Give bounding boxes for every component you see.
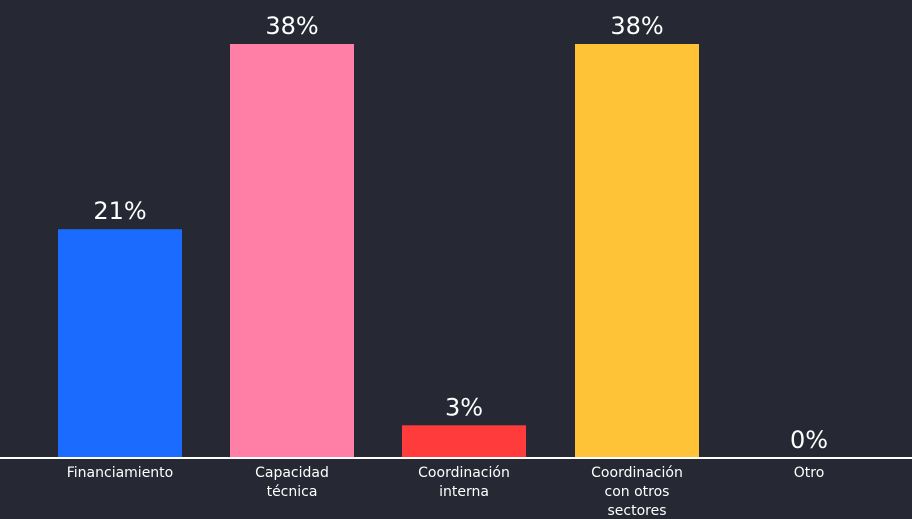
value-labels-group: 21% 38% 3% 38% 0% <box>93 12 828 454</box>
bar-coordinacion-interna <box>402 425 526 458</box>
x-tick-label-coordinacion-interna: Coordinación interna <box>418 465 510 500</box>
x-tick-label-capacidad-tecnica: Capacidad técnica <box>255 465 329 500</box>
bar-coordinacion-con-otros-sectores <box>575 44 699 458</box>
x-tick-labels-group: Financiamiento Capacidad técnica Coordinaci… <box>67 465 825 519</box>
data-label-capacidad-tecnica: 38% <box>265 12 318 40</box>
bars-group <box>58 44 699 458</box>
x-tick-label-otro: Otro <box>794 465 825 481</box>
x-tick-label-coordinacion-con-otros-sectores: Coordinación con otros sectores <box>591 465 683 519</box>
data-label-financiamiento: 21% <box>93 197 146 225</box>
data-label-otro: 0% <box>790 426 828 454</box>
bar-financiamiento <box>58 229 182 458</box>
data-label-coordinacion-con-otros-sectores: 38% <box>610 12 663 40</box>
bar-capacidad-tecnica <box>230 44 354 458</box>
x-tick-label-financiamiento: Financiamiento <box>67 465 173 481</box>
data-label-coordinacion-interna: 3% <box>445 393 483 421</box>
